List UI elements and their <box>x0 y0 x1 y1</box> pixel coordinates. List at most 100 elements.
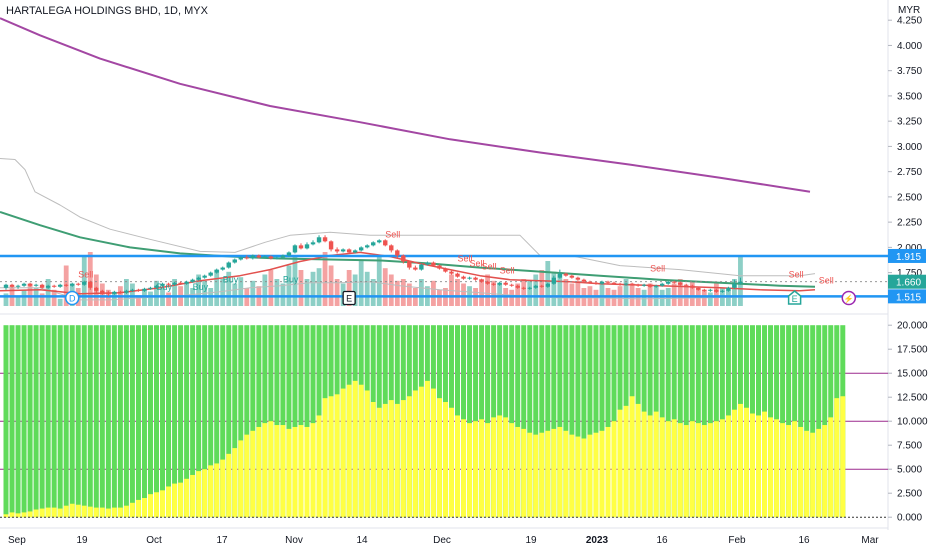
osc-bar-value <box>232 448 238 518</box>
volume-bar <box>370 279 376 306</box>
osc-bar-total <box>256 325 262 518</box>
osc-bar-value <box>87 506 93 518</box>
candle-body <box>599 281 605 284</box>
osc-bar-total <box>33 325 39 518</box>
volume-bar <box>268 270 274 306</box>
candle-body <box>413 267 418 270</box>
osc-bar-total <box>220 325 226 518</box>
osc-bar-total <box>214 325 220 518</box>
volume-bar <box>148 291 153 306</box>
volume-bar <box>280 283 286 306</box>
osc-bar-value <box>406 396 412 518</box>
osc-tick-label: 17.500 <box>897 345 928 356</box>
osc-bar-value <box>418 386 424 518</box>
time-axis-label: 19 <box>525 535 537 546</box>
osc-bar-total <box>172 325 178 518</box>
signal-label: Sell <box>650 264 665 274</box>
price-tick-label: 3.250 <box>897 117 922 128</box>
osc-bar-value <box>430 388 436 518</box>
osc-bar-value <box>707 423 713 518</box>
osc-bar-value <box>220 459 226 518</box>
osc-bar-value <box>731 409 737 518</box>
osc-bar-value <box>51 507 57 518</box>
osc-bar-value <box>677 423 683 518</box>
osc-bar-value <box>388 400 394 518</box>
candle-body <box>172 282 177 285</box>
osc-bar-value <box>822 425 828 518</box>
osc-bar-value <box>485 423 491 518</box>
osc-bar-total <box>147 325 153 518</box>
osc-bar-value <box>340 388 346 518</box>
osc-bar-value <box>455 415 460 518</box>
osc-bar-total <box>123 325 129 518</box>
osc-bar-value <box>196 471 202 518</box>
earnings-badge-label: E <box>346 294 352 304</box>
osc-bar-total <box>274 325 280 518</box>
osc-bar-total <box>605 325 611 518</box>
osc-bar-value <box>322 398 328 518</box>
osc-bar-total <box>135 325 141 518</box>
candle-body <box>3 284 9 288</box>
osc-bar-value <box>376 407 382 518</box>
candle-body <box>238 257 243 260</box>
signal-label: Buy <box>283 275 299 285</box>
candle-body <box>365 245 370 248</box>
osc-bar-total <box>707 325 713 518</box>
osc-bar-total <box>822 325 828 518</box>
osc-bar-value <box>69 503 75 518</box>
candle-body <box>124 290 129 293</box>
osc-bar-value <box>593 432 599 518</box>
osc-bar-value <box>105 508 111 518</box>
volume-bar <box>21 289 27 306</box>
osc-bar-total <box>3 325 9 518</box>
osc-bar-total <box>599 325 605 518</box>
candle-body <box>334 249 340 252</box>
volume-bar <box>713 283 719 306</box>
volume-bar <box>455 279 460 306</box>
candle-body <box>94 287 99 291</box>
candle-body <box>696 287 701 290</box>
candle-body <box>473 277 478 280</box>
osc-bar-value <box>611 421 617 518</box>
volume-bar <box>130 283 135 306</box>
osc-bar-total <box>244 325 250 518</box>
candle-body <box>256 255 262 258</box>
candle-body <box>672 281 677 283</box>
osc-bar-value <box>208 465 214 518</box>
osc-bar-total <box>292 325 298 518</box>
osc-bar-total <box>154 325 159 518</box>
volume-bar <box>406 283 412 306</box>
candle-body <box>431 262 436 266</box>
signal-label: Sell <box>470 259 485 269</box>
candle-body <box>708 289 713 291</box>
volume-bar <box>659 289 665 306</box>
candle-body <box>358 247 364 251</box>
volume-bar <box>304 279 310 306</box>
osc-bar-total <box>93 325 99 518</box>
volume-bar <box>274 279 280 306</box>
osc-bar-value <box>599 430 605 518</box>
osc-bar-total <box>202 325 208 518</box>
osc-bar-total <box>111 325 117 518</box>
candle-body <box>666 281 671 284</box>
candle-body <box>635 284 641 286</box>
osc-bar-value <box>39 508 45 518</box>
osc-bar-value <box>370 402 376 518</box>
candle-body <box>467 277 472 279</box>
candle-body <box>51 285 57 287</box>
candle-body <box>545 283 550 287</box>
osc-bar-value <box>250 430 256 518</box>
volume-bar <box>346 270 352 306</box>
osc-bar-value <box>557 426 563 518</box>
osc-bar-value <box>683 425 689 518</box>
candle-body <box>298 245 304 249</box>
volume-bar <box>87 252 93 306</box>
volume-bar <box>39 293 45 306</box>
osc-bar-total <box>569 325 575 518</box>
osc-bar-total <box>467 325 473 518</box>
candle-body <box>142 288 147 291</box>
candle-body <box>202 275 207 278</box>
osc-bar-value <box>280 425 286 518</box>
candle-body <box>395 250 400 256</box>
